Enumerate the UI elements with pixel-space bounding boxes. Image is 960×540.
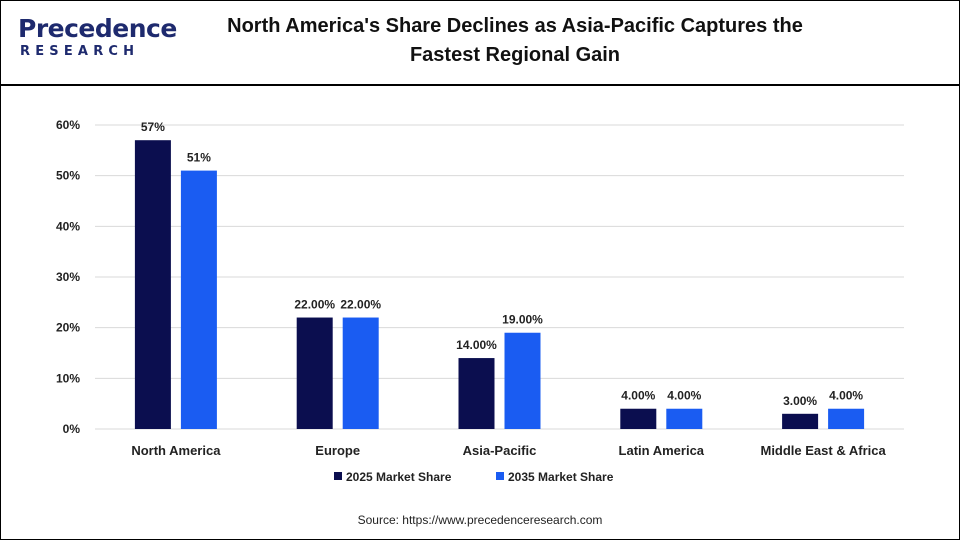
y-tick-label: 60% xyxy=(56,118,80,132)
data-label: 14.00% xyxy=(456,338,497,352)
bar xyxy=(180,170,217,429)
y-tick-label: 50% xyxy=(56,169,80,183)
data-label: 57% xyxy=(141,120,165,134)
x-tick-label: Asia-Pacific xyxy=(463,443,537,458)
y-tick-label: 20% xyxy=(56,321,80,335)
data-label: 4.00% xyxy=(621,389,655,403)
bar xyxy=(782,413,819,429)
x-tick-label: Latin America xyxy=(619,443,705,458)
bar xyxy=(620,408,657,429)
x-tick-label: North America xyxy=(131,443,221,458)
bar xyxy=(458,358,495,429)
data-label: 4.00% xyxy=(667,389,701,403)
data-label: 22.00% xyxy=(294,298,335,312)
source-note: Source: https://www.precedenceresearch.c… xyxy=(357,513,603,527)
y-tick-label: 40% xyxy=(56,219,80,233)
bar xyxy=(828,408,865,429)
chart-title: North America's Share Declines as Asia-P… xyxy=(227,15,803,66)
bar xyxy=(342,317,379,429)
y-tick-label: 10% xyxy=(56,371,80,385)
logo-wordmark: Precedence xyxy=(18,14,177,43)
legend-swatch xyxy=(496,472,504,480)
legend-label: 2035 Market Share xyxy=(508,470,614,484)
data-label: 4.00% xyxy=(829,389,863,403)
logo: Precedence RESEARCH xyxy=(18,14,177,64)
legend-label: 2025 Market Share xyxy=(346,470,452,484)
data-label: 19.00% xyxy=(502,313,543,327)
logo-subtitle: RESEARCH xyxy=(20,44,140,59)
data-label: 51% xyxy=(187,151,211,165)
x-tick-label: Middle East & Africa xyxy=(760,443,886,458)
bar xyxy=(296,317,333,429)
bar xyxy=(134,140,171,429)
y-tick-label: 30% xyxy=(56,270,80,284)
bar-chart: 0% 10% 20% 30% 40% 50% 60% 57% 51% North America 2… xyxy=(56,118,904,484)
y-tick-label: 0% xyxy=(63,422,81,436)
x-tick-label: Europe xyxy=(315,443,360,458)
legend-swatch xyxy=(334,472,342,480)
bar xyxy=(504,332,541,429)
data-label: 22.00% xyxy=(340,298,381,312)
bar xyxy=(666,408,703,429)
header: Precedence RESEARCH North America's Shar… xyxy=(0,0,960,86)
data-label: 3.00% xyxy=(783,394,817,408)
